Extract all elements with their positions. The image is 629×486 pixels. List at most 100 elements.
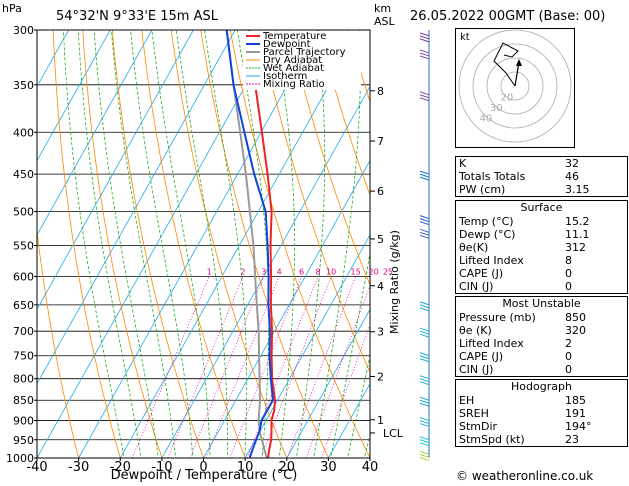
stability-indices: K 32 Totals Totals 46 PW (cm) 3.15 [455, 156, 628, 197]
copyright: © weatheronline.co.uk [456, 469, 594, 483]
wind-barb [419, 307, 430, 312]
wet-adiabat [330, 251, 370, 458]
most-unstable-value: 2 [565, 337, 572, 350]
surface-block: Surface Temp (°C) 15.2 Dewp (°C) 11.1 θe(K) 3… [455, 200, 628, 294]
isotherm [203, 159, 370, 458]
wind-barb [419, 52, 430, 57]
wind-barb [419, 355, 430, 360]
index-row: PW (cm) 3.15 [456, 183, 627, 196]
wind-barb [419, 450, 430, 455]
hodograph-ring-label: 40 [480, 114, 493, 125]
wet-adiabat [130, 30, 194, 458]
dry-adiabat [111, 30, 204, 458]
x-axis-label: Dewpoint / Temperature (°C) [111, 468, 298, 483]
index-value: 3.15 [565, 183, 590, 196]
height-unit-km: km [374, 2, 391, 15]
pressure-tick-label: 550 [13, 239, 34, 252]
height-tick-label: 5 [377, 233, 384, 246]
dry-adiabat [170, 30, 288, 458]
pressure-tick-label: 950 [13, 434, 34, 447]
temperature-tick-label: -10 [151, 460, 172, 475]
most-unstable-row: Pressure (mb) 850 [456, 311, 627, 324]
pressure-tick-label: 600 [13, 270, 34, 283]
wet-adiabat [313, 30, 362, 458]
wet-adiabat [62, 30, 125, 458]
pressure-tick-label: 450 [13, 168, 34, 181]
surface-label: CAPE (J) [459, 267, 504, 280]
dry-adiabat [229, 30, 370, 458]
hodograph-ring [458, 29, 572, 143]
hodograph-param-row: SREH 191 [456, 407, 627, 420]
legend-entry: Dewpoint [263, 39, 311, 50]
isotherm [78, 30, 319, 458]
index-label: Totals Totals [459, 170, 526, 183]
wind-barb [419, 301, 430, 306]
most-unstable-row: θe (K) 320 [456, 324, 627, 337]
wind-barb [419, 170, 430, 175]
legend-entry: Mixing Ratio [263, 79, 325, 90]
temperature-line [248, 30, 276, 458]
surface-value: 0 [565, 267, 572, 280]
wind-barb [419, 94, 430, 99]
plot-frame [36, 29, 371, 459]
wind-barb [419, 423, 430, 428]
most-unstable-label: θe (K) [459, 324, 492, 337]
hodograph-param-value: 191 [565, 407, 586, 420]
dry-adiabat [288, 30, 370, 286]
surface-title: Surface [520, 201, 563, 214]
hodograph-param-value: 185 [565, 394, 586, 407]
location-title: 54°32'N 9°33'E 15m ASL [56, 9, 219, 24]
hodograph-trace [493, 42, 519, 87]
temperature-tick-label: -30 [68, 460, 89, 475]
wind-barb [419, 35, 430, 40]
wind-barb [419, 176, 430, 181]
height-tick-label: 1 [377, 414, 384, 427]
surface-label: Temp (°C) [459, 215, 514, 228]
pressure-unit: hPa [2, 2, 22, 15]
temperature-tick-label: -40 [26, 460, 47, 475]
wind-barb [419, 399, 430, 404]
wind-barb [419, 378, 430, 383]
pressure-tick-label: 1000 [6, 452, 34, 465]
hodograph-param-label: StmDir [459, 420, 498, 433]
hodograph-ring [500, 71, 530, 101]
dry-adiabat [82, 30, 163, 458]
mixing-ratio-label: 8 [315, 267, 320, 276]
dewpoint-line [225, 30, 274, 458]
wind-barb [419, 32, 430, 37]
wind-barb [419, 55, 430, 60]
hodograph-ring-label: 30 [490, 103, 503, 114]
most-unstable-row: CAPE (J) 0 [456, 350, 627, 363]
index-row: K 32 [456, 157, 627, 170]
wind-barb-column [419, 30, 430, 461]
most-unstable-value: 320 [565, 324, 586, 337]
mixing-ratio-label: 10 [326, 267, 336, 276]
wind-barb [419, 439, 430, 444]
pressure-tick-label: 900 [13, 415, 34, 428]
surface-label: Dewp (°C) [459, 228, 516, 241]
index-row: Totals Totals 46 [456, 170, 627, 183]
wind-barb [419, 436, 430, 441]
surface-label: θe(K) [459, 241, 489, 254]
mixing-ratio-line [189, 276, 265, 458]
wind-barb [419, 304, 430, 309]
parcel-trajectory-line [225, 30, 268, 458]
pressure-tick-label: 650 [13, 299, 34, 312]
isotherm [244, 234, 370, 458]
surface-row: θe(K) 312 [456, 241, 627, 254]
storm-motion-arrowhead [516, 59, 522, 66]
wind-barb [419, 234, 430, 239]
surface-value: 8 [565, 254, 572, 267]
mixing-ratio-label: 15 [351, 267, 361, 276]
hodograph-param-value: 194° [565, 420, 592, 433]
most-unstable-title: Most Unstable [502, 297, 581, 310]
dry-adiabat [52, 30, 121, 458]
mixing-ratio-line [246, 276, 319, 458]
temperature-tick-label: -20 [110, 460, 131, 475]
mixing-ratio-label: 20 [369, 267, 379, 276]
surface-label: CIN (J) [459, 280, 494, 293]
surface-row: CIN (J) 0 [456, 280, 627, 293]
most-unstable-row: CIN (J) 0 [456, 363, 627, 376]
